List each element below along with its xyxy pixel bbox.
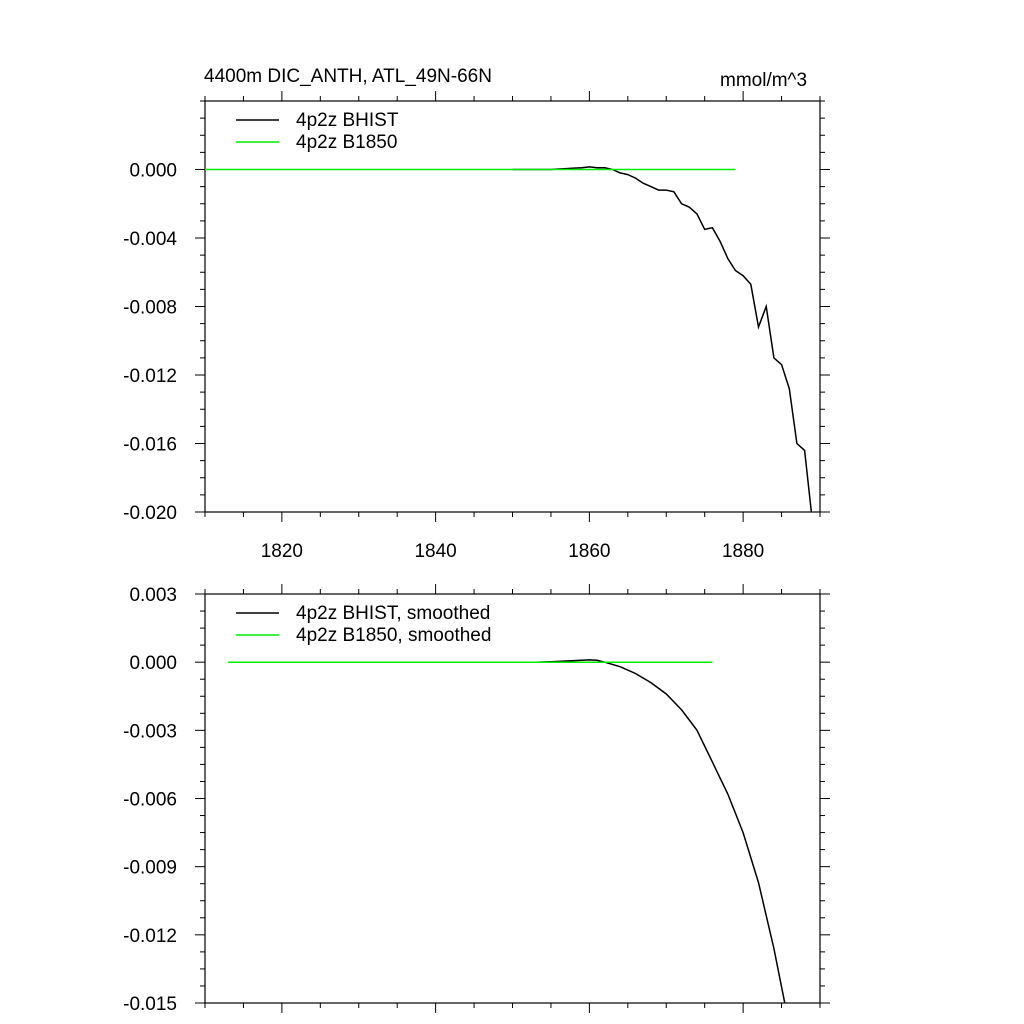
- y-tick-label: -0.006: [123, 790, 177, 811]
- bottom-panel: 0.003 0.000 -0.003 -0.006 -0.009 -0.012 -0.015…: [123, 584, 830, 1015]
- x-tick-label: 1860: [568, 541, 610, 562]
- x-tick-label: 1840: [414, 541, 456, 562]
- units-label: mmol/m^3: [720, 70, 808, 91]
- legend-label: 4p2z B1850: [296, 132, 397, 153]
- plot-frame: [204, 593, 821, 1004]
- plot-frame: [204, 100, 821, 513]
- y-tick-label: 0.003: [129, 585, 177, 606]
- top-panel: 1820 1840 1860 1880 0.000 -0.004 -0.008 -0.012 -…: [123, 91, 830, 562]
- y-tick-label: -0.015: [123, 994, 177, 1015]
- y-tick-label: -0.012: [123, 926, 177, 947]
- y-tick-label: -0.016: [123, 435, 177, 456]
- legend-label: 4p2z B1850, smoothed: [296, 625, 491, 646]
- y-tick-label: -0.003: [123, 721, 177, 742]
- series-line-bhist: [512, 166, 813, 512]
- legend-label: 4p2z BHIST: [296, 110, 399, 131]
- chart-title: 4400m DIC_ANTH, ATL_49N-66N: [204, 66, 492, 87]
- series-line-bhist: [535, 659, 786, 1003]
- y-tick-label: -0.008: [123, 298, 177, 319]
- x-tick-label: 1880: [722, 541, 764, 562]
- y-tick-label: -0.012: [123, 366, 177, 387]
- y-tick-label: -0.004: [123, 229, 177, 250]
- y-tick-label: -0.009: [123, 858, 177, 879]
- y-tick-label: -0.020: [123, 503, 177, 524]
- y-tick-label: 0.000: [129, 653, 177, 674]
- y-tick-label: 0.000: [129, 161, 177, 182]
- x-tick-label: 1820: [261, 541, 303, 562]
- legend-label: 4p2z BHIST, smoothed: [296, 603, 490, 624]
